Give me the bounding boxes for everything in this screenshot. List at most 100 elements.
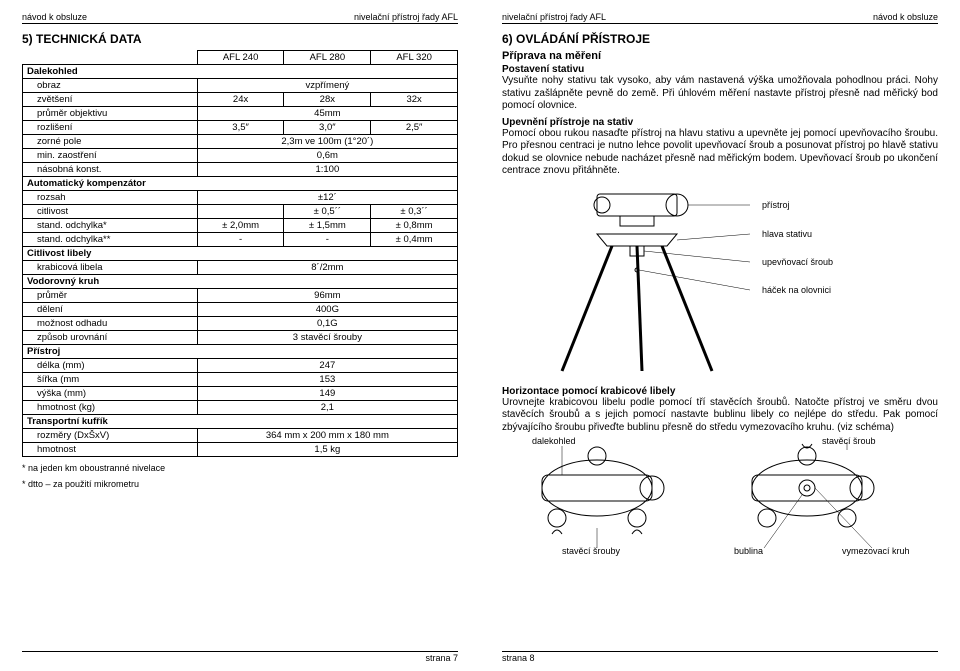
group-pristroj: Přístroj xyxy=(23,345,458,359)
r-citl-3: ± 0,3´´ xyxy=(371,205,458,219)
bubble-diagram-icon xyxy=(502,440,932,555)
subsub-horizontace: Horizontace pomocí krabicové libely xyxy=(502,386,938,397)
r-hmk-l: hmotnost xyxy=(23,443,198,457)
subtitle-priprava: Příprava na měření xyxy=(502,50,938,62)
r-zvet-l: zvětšení xyxy=(23,93,198,107)
figure-tripod: přístroj hlava stativu upevňovací šroub … xyxy=(502,186,938,376)
group-kufr: Transportní kufřík xyxy=(23,415,458,429)
r-roz-v: 364 mm x 200 mm x 180 mm xyxy=(197,429,457,443)
label-vymez: vymezovací kruh xyxy=(842,546,910,556)
r-kp-l: průměr xyxy=(23,289,198,303)
r-citl-l: citlivost xyxy=(23,205,198,219)
r-si-l: šířka (mm xyxy=(23,373,198,387)
para-3: Urovnejte krabicovou libelu podle pomocí… xyxy=(502,397,938,435)
r-dl-v: 247 xyxy=(197,359,457,373)
header-right: nivelační přístroj řady AFL xyxy=(354,12,458,22)
r-rozl-1: 3,5″ xyxy=(197,121,284,135)
r-del-v: 400G xyxy=(197,303,457,317)
r-o1-3: ± 0,8mm xyxy=(371,219,458,233)
r-zorne-v: 2,3m ve 100m (1°20´) xyxy=(197,135,457,149)
header-right: návod k obsluze xyxy=(873,12,938,22)
r-zvet-3: 32x xyxy=(371,93,458,107)
page-left: návod k obsluze nivelační přístroj řady … xyxy=(0,0,480,671)
header-left: nivelační přístroj řady AFL xyxy=(502,12,606,22)
r-prum-l: průměr objektivu xyxy=(23,107,198,121)
r-moz-v: 0,1G xyxy=(197,317,457,331)
r-roz-l: rozměry (DxŠxV) xyxy=(23,429,198,443)
r-o2-1: - xyxy=(197,233,284,247)
header-right-page: nivelační přístroj řady AFL návod k obsl… xyxy=(502,12,938,24)
header-left-page: návod k obsluze nivelační přístroj řady … xyxy=(22,12,458,24)
r-obraz-l: obraz xyxy=(23,79,198,93)
label-sroub: upevňovací šroub xyxy=(762,257,833,267)
header-left: návod k obsluze xyxy=(22,12,87,22)
r-hmk-v: 1,5 kg xyxy=(197,443,457,457)
title-text: 6) OVLÁDÁNÍ PŘÍSTROJE xyxy=(502,32,650,46)
footer-left-page: strana 7 xyxy=(22,651,458,663)
subsub-postaveni: Postavení stativu xyxy=(502,64,938,75)
r-si-v: 153 xyxy=(197,373,457,387)
r-citl-1 xyxy=(197,205,284,219)
r-citl-2: ± 0,5´´ xyxy=(284,205,371,219)
section-title-6: 6) OVLÁDÁNÍ PŘÍSTROJE xyxy=(502,32,938,46)
r-o2-3: ± 0,4mm xyxy=(371,233,458,247)
r-zaost-v: 0,6m xyxy=(197,149,457,163)
group-kruh: Vodorovný kruh xyxy=(23,275,458,289)
label-stav-sroub: stavěcí šroub xyxy=(822,436,876,446)
figure-bubble: dalekohled stavěcí šroub stavěcí šrouby … xyxy=(502,440,938,560)
label-dalekohled: dalekohled xyxy=(532,436,576,446)
r-zorne-l: zorné pole xyxy=(23,135,198,149)
r-dl-l: délka (mm) xyxy=(23,359,198,373)
r-o1-2: ± 1,5mm xyxy=(284,219,371,233)
label-stav-srouby: stavěcí šrouby xyxy=(562,546,620,556)
page-right: nivelační přístroj řady AFL návod k obsl… xyxy=(480,0,960,671)
r-nas-v: 1:100 xyxy=(197,163,457,177)
r-zvet-2: 28x xyxy=(284,93,371,107)
r-o2-l: stand. odchylka** xyxy=(23,233,198,247)
col-2: AFL 280 xyxy=(284,51,371,65)
r-o1-l: stand. odchylka* xyxy=(23,219,198,233)
r-zpu-l: způsob urovnání xyxy=(23,331,198,345)
r-rozl-3: 2,5″ xyxy=(371,121,458,135)
r-rozsah-l: rozsah xyxy=(23,191,198,205)
r-moz-l: možnost odhadu xyxy=(23,317,198,331)
r-rozl-l: rozlišení xyxy=(23,121,198,135)
r-vy-v: 149 xyxy=(197,387,457,401)
r-krab-v: 8´/2mm xyxy=(197,261,457,275)
r-obraz-v: vzpřímený xyxy=(197,79,457,93)
r-del-l: dělení xyxy=(23,303,198,317)
group-lib: Citlivost libely xyxy=(23,247,458,261)
r-kp-v: 96mm xyxy=(197,289,457,303)
r-o2-2: - xyxy=(284,233,371,247)
title-text: 5) TECHNICKÁ DATA xyxy=(22,32,142,46)
section-title-5: 5) TECHNICKÁ DATA xyxy=(22,32,458,46)
r-hm-v: 2,1 xyxy=(197,401,457,415)
r-zvet-1: 24x xyxy=(197,93,284,107)
tripod-icon xyxy=(502,186,762,376)
group-comp: Automatický kompenzátor xyxy=(23,177,458,191)
r-o1-1: ± 2,0mm xyxy=(197,219,284,233)
footer-right-page: strana 8 xyxy=(502,651,938,663)
r-krab-l: krabicová libela xyxy=(23,261,198,275)
r-zpu-v: 3 stavěcí šrouby xyxy=(197,331,457,345)
col-1: AFL 240 xyxy=(197,51,284,65)
r-rozsah-v: ±12´ xyxy=(197,191,457,205)
para-1: Vysuňte nohy stativu tak vysoko, aby vám… xyxy=(502,75,938,113)
r-nas-l: násobná konst. xyxy=(23,163,198,177)
col-3: AFL 320 xyxy=(371,51,458,65)
footnote-2: * dtto – za použití mikrometru xyxy=(22,479,458,489)
r-hm-l: hmotnost (kg) xyxy=(23,401,198,415)
label-pristroj: přístroj xyxy=(762,200,790,210)
footnote-1: * na jeden km oboustranné nivelace xyxy=(22,463,458,473)
r-zaost-l: min. zaostření xyxy=(23,149,198,163)
subsub-upevneni: Upevnění přístroje na stativ xyxy=(502,117,938,128)
label-hlava: hlava stativu xyxy=(762,229,812,239)
group-telescope: Dalekohled xyxy=(23,65,458,79)
para-2: Pomocí obou rukou nasaďte přístroj na hl… xyxy=(502,128,938,178)
r-vy-l: výška (mm) xyxy=(23,387,198,401)
r-rozl-2: 3,0″ xyxy=(284,121,371,135)
spec-table: AFL 240 AFL 280 AFL 320 Dalekohled obraz… xyxy=(22,50,458,457)
label-hacek: háček na olovnici xyxy=(762,285,831,295)
r-prum-v: 45mm xyxy=(197,107,457,121)
label-bublina: bublina xyxy=(734,546,763,556)
